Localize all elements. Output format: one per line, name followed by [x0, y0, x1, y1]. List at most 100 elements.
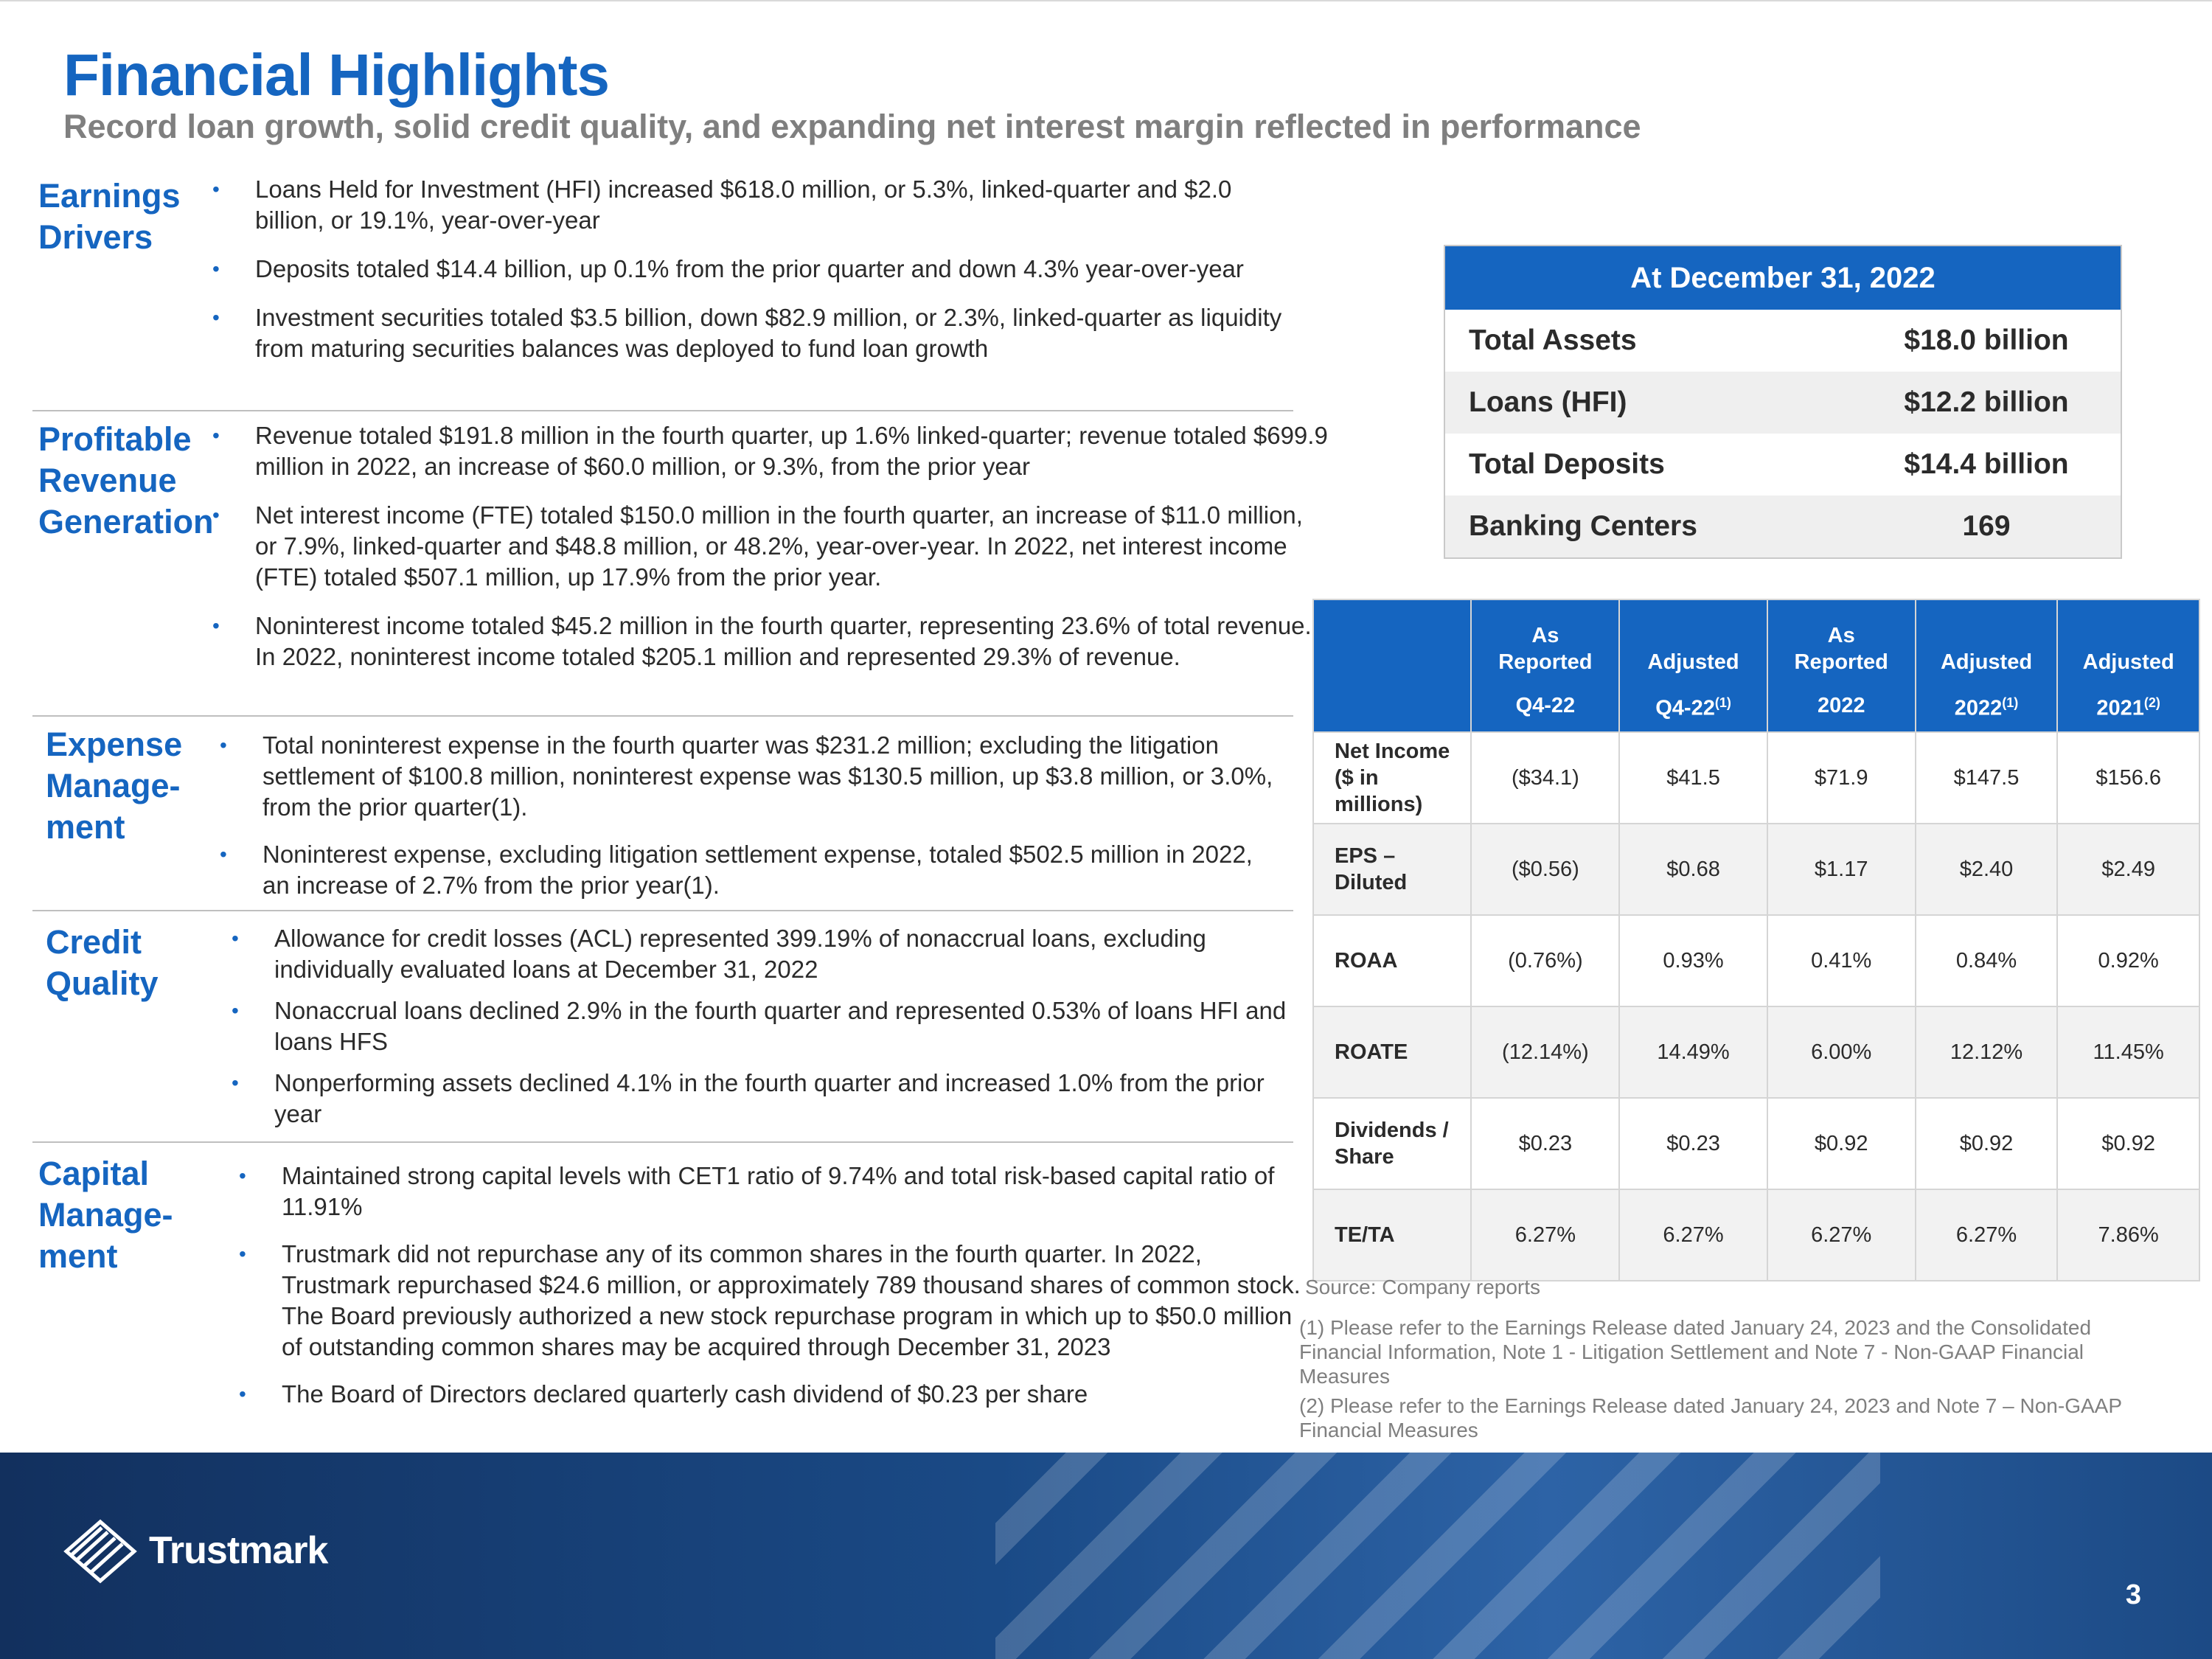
- bullet-item: • Trustmark did not repurchase any of its…: [239, 1240, 1301, 1360]
- table-cell: ($0.56): [1470, 823, 1621, 916]
- table-row: Total Deposits $14.4 billion: [1445, 434, 2121, 495]
- table-cell: $0.92: [1766, 1097, 1916, 1190]
- period-label: 2021: [2096, 696, 2144, 720]
- table-cell: $156.6: [2056, 731, 2200, 824]
- row-label: Loans (HFI): [1469, 386, 1627, 418]
- footer-pattern: [995, 1453, 1880, 1659]
- table-cell: 12.12%: [1914, 1006, 2059, 1099]
- row-value: $14.4 billion: [1904, 448, 2069, 480]
- top-rule: [0, 0, 2212, 1]
- bullet-item: • Total noninterest expense in the fourth…: [220, 731, 1273, 821]
- footnote-ref: (1): [2002, 695, 2019, 711]
- table-cell: $147.5: [1914, 731, 2059, 824]
- period-label: 2022: [1954, 696, 2003, 720]
- column-header: [1312, 599, 1472, 680]
- performance-metrics-table: As Reported Adjusted As Reported Adjusted Ad…: [1312, 599, 2200, 1281]
- footer-banner: Trustmark 3: [0, 1453, 2212, 1659]
- row-label: Total Deposits: [1469, 448, 1665, 480]
- table-row: EPS – Diluted ($0.56) $0.68 $1.17 $2.40 $2.49: [1312, 823, 2200, 916]
- table-cell: 6.00%: [1766, 1006, 1916, 1099]
- footnote-ref: (2): [2143, 695, 2160, 711]
- column-period: Q4-22: [1470, 680, 1621, 733]
- footnote-ref: (1): [1714, 695, 1731, 711]
- bullet-item: • Nonperforming assets declined 4.1% in t…: [232, 1069, 1265, 1127]
- table-cell: 6.27%: [1914, 1189, 2059, 1281]
- column-header: Adjusted: [2056, 599, 2200, 680]
- row-label: Dividends / Share: [1312, 1097, 1472, 1190]
- section-profitable-revenue: Profitable Revenue Generation • Revenue t…: [32, 410, 1328, 717]
- trustmark-logo: Trustmark: [62, 1517, 328, 1584]
- table-row: Loans (HFI) $12.2 billion: [1445, 372, 2121, 434]
- bullet-item: • Loans Held for Investment (HFI) increas…: [212, 175, 1232, 234]
- table-cell: (12.14%): [1470, 1006, 1621, 1099]
- bullet-item: • Investment securities totaled $3.5 bill…: [212, 304, 1282, 362]
- table-cell: ($34.1): [1470, 731, 1621, 824]
- section-label: Credit Quality: [46, 923, 159, 1002]
- section-earnings-drivers: Earnings Drivers • Loans Held for Investm…: [32, 168, 1293, 406]
- row-label: ROATE: [1312, 1006, 1472, 1099]
- bullet-item: • Net interest income (FTE) totaled $150.…: [212, 501, 1303, 591]
- bullet-item: • Deposits totaled $14.4 billion, up 0.1%…: [212, 255, 1244, 282]
- section-expense-management: Expense Manage- ment • Total noninterest …: [32, 715, 1293, 910]
- section-label: Earnings Drivers: [38, 177, 181, 256]
- row-label: Banking Centers: [1469, 510, 1697, 542]
- table-cell: $0.92: [1914, 1097, 2059, 1190]
- logo-text: Trustmark: [149, 1529, 328, 1572]
- column-period: 2021(2): [2056, 680, 2200, 733]
- period-label: Q4-22: [1655, 696, 1715, 720]
- table-cell: 0.84%: [1914, 914, 2059, 1007]
- balance-summary-table: At December 31, 2022 Total Assets $18.0 …: [1444, 245, 2122, 559]
- balance-summary-header: At December 31, 2022: [1445, 246, 2121, 310]
- table-cell: $0.23: [1618, 1097, 1768, 1190]
- table-cell: $41.5: [1618, 731, 1768, 824]
- table-cell: 11.45%: [2056, 1006, 2200, 1099]
- table-cell: 0.92%: [2056, 914, 2200, 1007]
- table-cell: $0.68: [1618, 823, 1768, 916]
- bullet-item: • Allowance for credit losses (ACL) repre…: [232, 925, 1206, 983]
- table-row: Net Income ($ in millions) ($34.1) $41.5 $7…: [1312, 731, 2200, 824]
- row-value: $12.2 billion: [1904, 386, 2069, 418]
- column-header: Adjusted: [1618, 599, 1768, 680]
- section-label: Capital Manage- ment: [38, 1155, 173, 1275]
- column-header: As Reported: [1766, 599, 1916, 680]
- section-capital-management: Capital Manage- ment • Maintained strong …: [32, 1141, 1301, 1453]
- column-period: 2022: [1766, 680, 1916, 733]
- bullet-item: • The Board of Directors declared quarter…: [239, 1380, 1088, 1408]
- column-period: Q4-22(1): [1618, 680, 1768, 733]
- section-credit-quality: Credit Quality • Allowance for credit los…: [32, 910, 1293, 1141]
- bullet-item: • Maintained strong capital levels with C…: [239, 1162, 1275, 1220]
- column-header: As Reported: [1470, 599, 1621, 680]
- table-cell: 6.27%: [1766, 1189, 1916, 1281]
- page-subtitle: Record loan growth, solid credit quality…: [63, 108, 1641, 145]
- table-cell: 7.86%: [2056, 1189, 2200, 1281]
- row-value: $18.0 billion: [1904, 324, 2069, 356]
- bullet-item: • Noninterest expense, excluding litigati…: [220, 841, 1253, 899]
- table-cell: 0.93%: [1618, 914, 1768, 1007]
- column-period: [1312, 680, 1472, 733]
- table-row: ROATE (12.14%) 14.49% 6.00% 12.12% 11.45%: [1312, 1006, 2200, 1099]
- column-period: 2022(1): [1914, 680, 2059, 733]
- row-label: TE/TA: [1312, 1189, 1472, 1281]
- page-number: 3: [2125, 1579, 2141, 1610]
- row-label: Total Assets: [1469, 324, 1637, 356]
- section-label: Expense Manage- ment: [46, 726, 183, 846]
- row-label: Net Income ($ in millions): [1312, 731, 1472, 824]
- column-header: Adjusted: [1914, 599, 2059, 680]
- table-cell: $2.49: [2056, 823, 2200, 916]
- source-note: Source: Company reports: [1305, 1276, 1541, 1298]
- footnote-2: (2) Please refer to the Earnings Release…: [1299, 1394, 2122, 1441]
- row-label: EPS – Diluted: [1312, 823, 1472, 916]
- table-cell: (0.76%): [1470, 914, 1621, 1007]
- table-cell: 6.27%: [1470, 1189, 1621, 1281]
- bullet-item: • Revenue totaled $191.8 million in the f…: [212, 422, 1328, 480]
- table-cell: 0.41%: [1766, 914, 1916, 1007]
- trustmark-mark-icon: [63, 1519, 137, 1584]
- bullet-item: • Nonaccrual loans declined 2.9% in the f…: [232, 997, 1287, 1055]
- table-row: Dividends / Share $0.23 $0.23 $0.92 $0.92 $0.…: [1312, 1097, 2200, 1190]
- table-row: Banking Centers 169: [1445, 495, 2121, 557]
- footnote-1: (1) Please refer to the Earnings Release…: [1299, 1316, 2092, 1388]
- row-label: ROAA: [1312, 914, 1472, 1007]
- table-cell: $0.23: [1470, 1097, 1621, 1190]
- table-cell: 6.27%: [1618, 1189, 1768, 1281]
- table-cell: $0.92: [2056, 1097, 2200, 1190]
